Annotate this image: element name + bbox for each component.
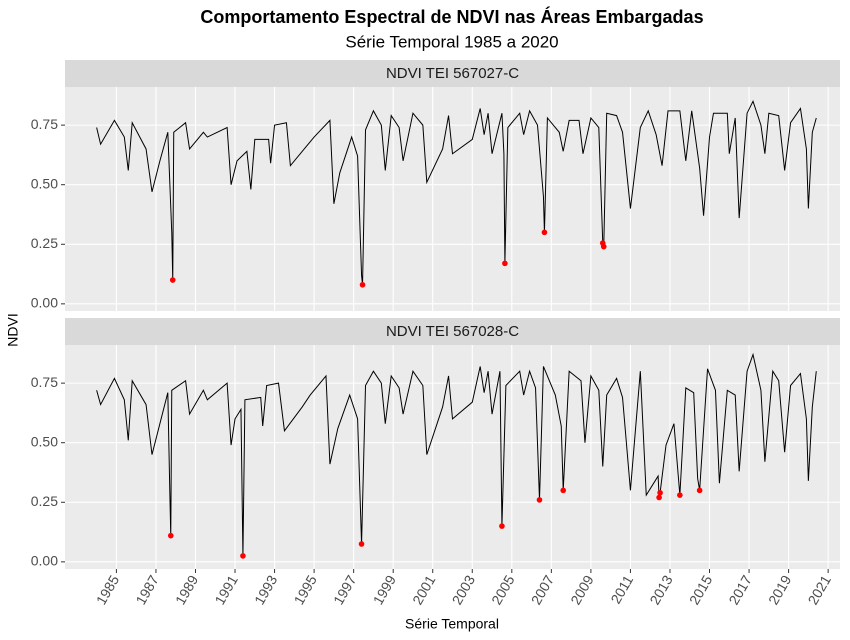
x-tick-label: 2001 — [409, 572, 439, 607]
anomaly-point — [499, 523, 505, 529]
y-tick-label: 0.75 — [31, 374, 58, 390]
x-tick-label: 2011 — [607, 572, 636, 606]
anomaly-point — [502, 260, 508, 267]
x-tick-label: 2009 — [567, 572, 597, 607]
x-tick-label: 1987 — [132, 572, 162, 607]
anomaly-point — [167, 532, 174, 539]
y-axis-label: NDVI — [5, 313, 21, 346]
anomaly-point — [656, 494, 662, 501]
x-tick-label: 1995 — [290, 572, 320, 607]
y-tick-label: 0.50 — [31, 433, 58, 449]
strip-label: NDVI TEI 567028-C — [386, 323, 519, 340]
y-tick-label: 0.25 — [31, 235, 58, 251]
y-tick-label: 0.00 — [31, 295, 58, 311]
anomaly-point — [358, 541, 365, 547]
x-tick-label: 1999 — [370, 572, 400, 607]
panel-background — [65, 87, 840, 311]
panel-background — [65, 345, 840, 569]
x-tick-label: 2003 — [449, 572, 479, 607]
anomaly-point — [359, 281, 366, 288]
chart-subtitle: Série Temporal 1985 a 2020 — [345, 32, 558, 51]
anomaly-point — [169, 277, 176, 283]
anomaly-point — [536, 497, 543, 503]
x-tick-label: 1989 — [172, 572, 202, 607]
x-tick-label: 2017 — [725, 572, 755, 607]
x-tick-label: 2007 — [528, 572, 558, 607]
anomaly-point — [541, 229, 548, 236]
anomaly-point — [600, 243, 607, 250]
strip-label: NDVI TEI 567027-C — [386, 65, 519, 82]
anomaly-point — [240, 553, 246, 559]
strip-background — [65, 60, 840, 87]
x-axis-label: Série Temporal — [405, 616, 499, 632]
x-tick-label: 1997 — [330, 572, 360, 607]
x-tick-label: 2019 — [765, 572, 795, 607]
x-tick-label: 2013 — [646, 572, 676, 607]
y-tick-label: 0.50 — [31, 175, 58, 191]
ndvi-line — [96, 99, 817, 285]
anomaly-point — [657, 489, 663, 496]
y-tick-label: 0.00 — [31, 553, 58, 569]
x-tick-label: 2005 — [488, 572, 518, 607]
x-tick-label: 1991 — [211, 572, 241, 607]
x-tick-label: 2015 — [686, 572, 716, 607]
strip-background — [65, 318, 840, 345]
anomaly-point — [696, 487, 703, 494]
ndvi-line — [96, 352, 817, 556]
anomaly-point — [677, 492, 683, 498]
y-tick-label: 0.75 — [31, 116, 58, 132]
y-tick-label: 0.25 — [31, 493, 58, 509]
x-tick-label: 1993 — [251, 572, 281, 607]
x-tick-label: 1985 — [93, 572, 123, 607]
anomaly-point — [560, 487, 567, 494]
x-tick-label: 2021 — [805, 572, 835, 607]
chart-title: Comportamento Espectral de NDVI nas Área… — [200, 6, 703, 27]
